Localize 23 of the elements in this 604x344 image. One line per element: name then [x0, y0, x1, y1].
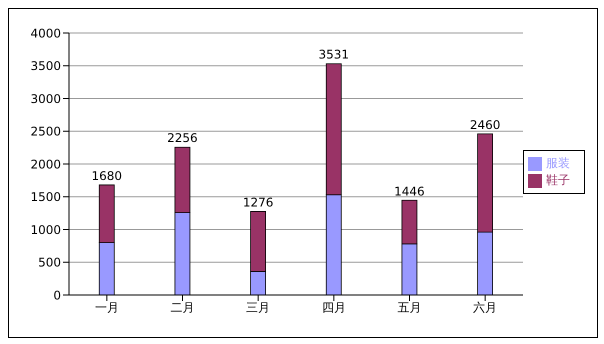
x-tick-label: 一月	[94, 300, 119, 315]
x-tick-label: 二月	[170, 300, 194, 315]
y-tick-label: 1000	[30, 222, 61, 237]
total-label: 2256	[167, 131, 198, 146]
legend-label: 鞋子	[546, 173, 570, 187]
y-tick-label: 500	[38, 256, 61, 270]
y-tick-label: 0	[53, 288, 61, 302]
total-label: 1446	[394, 184, 425, 198]
y-tick-label: 2000	[30, 157, 61, 172]
y-tick-label: 3000	[30, 92, 61, 106]
total-label: 2460	[470, 118, 500, 132]
y-tick-label: 4000	[30, 26, 61, 40]
x-tick-label: 三月	[246, 300, 270, 315]
legend-label: 服装	[546, 156, 570, 170]
total-label: 3531	[318, 48, 350, 62]
x-tick-label: 四月	[322, 300, 346, 315]
y-tick-label: 3500	[30, 59, 61, 74]
total-label: 1680	[91, 168, 122, 183]
y-tick-label: 1500	[30, 190, 61, 204]
x-tick-label: 六月	[473, 300, 498, 315]
total-label: 1276	[242, 195, 274, 210]
y-tick-label: 2500	[30, 124, 61, 139]
x-tick-label: 五月	[398, 300, 422, 315]
